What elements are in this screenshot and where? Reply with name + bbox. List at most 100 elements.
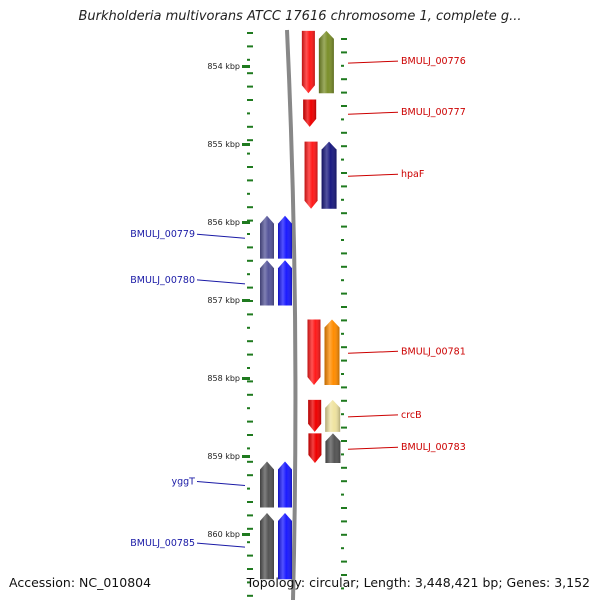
left-scale-tick [247,407,250,410]
cog-box-shading [260,461,274,508]
left-scale-tick [247,139,253,142]
right-scale-tick [341,319,347,322]
major-tick [242,143,250,146]
right-scale-tick [341,64,344,67]
right-scale-tick [341,533,347,536]
left-scale-tick [247,152,250,155]
genes: BMULJ_00776 BMULJ_00777 hpaF BMULJ_00779 BMU… [130,30,466,580]
right-scale-tick [341,507,347,509]
right-scale-tick [341,386,347,389]
right-scale-tick [341,574,347,576]
right-scale-tick [341,158,344,161]
right-scale-tick [341,212,347,215]
left-scale-tick [247,514,253,517]
cog-box-shading [260,215,274,259]
right-scale-tick [341,440,347,442]
left-scale-tick [247,58,250,61]
right-scale-tick [341,51,347,54]
left-scale-tick [247,554,253,557]
right-scale-tick [341,239,344,241]
left-scale-tick [247,420,253,423]
right-scale-tick [341,185,347,188]
left-scale-tick [247,125,253,128]
major-tick [242,221,250,224]
right-scale-tick [341,198,344,201]
left-scale-tick [247,367,250,369]
right-scale-tick [341,426,347,429]
left-scale-tick [247,85,253,88]
cog-box-shading [260,260,274,306]
right-scale-tick [341,332,344,335]
left-scale-tick [247,179,253,182]
left-scale-tick [247,353,253,356]
right-scale-tick [341,91,347,94]
gene-arrow-shading [303,99,317,127]
major-tick [242,377,250,380]
gene-label[interactable]: BMULJ_00780 [130,275,195,286]
label-leader [196,480,246,486]
left-scale-tick [247,72,253,75]
label-leader [347,173,399,177]
gene-arrow-shading [308,399,322,432]
right-scale-tick [341,252,347,255]
gene-arrow-shading [308,433,322,464]
left-scale-tick [247,460,253,463]
label-leader [347,414,399,418]
gene-label[interactable]: BMULJ_00776 [401,56,466,67]
label-leader [347,60,399,64]
tick-label: 858 kbp [207,374,240,383]
right-scale-tick [341,547,344,550]
right-scale-tick [341,587,344,590]
left-scale-tick [247,246,253,249]
gene-label[interactable]: BMULJ_00783 [401,442,466,453]
gene-label[interactable]: yggT [172,476,196,487]
gene-arrow-shading [307,319,321,386]
label-leader [196,279,246,285]
major-tick [242,455,250,458]
major-tick [242,533,250,536]
gene-arrow-shading [278,260,292,306]
gene-label[interactable]: BMULJ_00779 [130,229,195,240]
left-scale-tick [247,259,253,262]
right-scale-tick [341,172,347,174]
right-scale-tick [341,225,347,228]
right-scale-tick [341,346,347,349]
right-scale-tick [341,78,347,81]
gene-arrow-shading [278,215,292,259]
label-leader [347,350,399,354]
tick-label: 855 kbp [207,140,240,149]
label-leader [196,542,246,548]
left-scale-tick [247,487,250,490]
left-scale-tick [247,273,250,276]
left-scale-tick [247,581,250,584]
gene-label[interactable]: BMULJ_00781 [401,346,466,357]
right-scale-tick [341,399,347,402]
left-scale-tick [247,434,253,436]
topology-text: Topology: circular; Length: 3,448,421 bp… [246,575,590,590]
tick-label: 856 kbp [207,218,240,227]
left-scale-tick [247,313,253,316]
tick-label: 854 kbp [207,62,240,71]
right-scale-tick [341,359,347,362]
right-scale-tick [341,306,347,308]
left-scale-tick [247,233,250,235]
right-scale-tick [341,520,347,523]
gene-label[interactable]: BMULJ_00785 [130,538,195,549]
label-leader [347,111,399,115]
right-scale-tick [341,480,347,483]
left-scale-tick [247,206,253,209]
right-scale-tick [341,131,347,134]
left-scale-tick [247,219,253,222]
gene-label[interactable]: BMULJ_00777 [401,107,466,118]
cog-box-shading [260,512,274,580]
left-scale-tick [247,32,253,34]
left-scale-tick [247,527,253,530]
gene-label[interactable]: hpaF [401,169,424,180]
left-scale-tick [247,380,253,383]
right-scale-tick [341,105,347,107]
gene-label[interactable]: crcB [401,410,422,421]
cog-box-shading [324,319,340,386]
left-scale-tick [247,568,253,570]
left-scale-tick [247,45,253,48]
